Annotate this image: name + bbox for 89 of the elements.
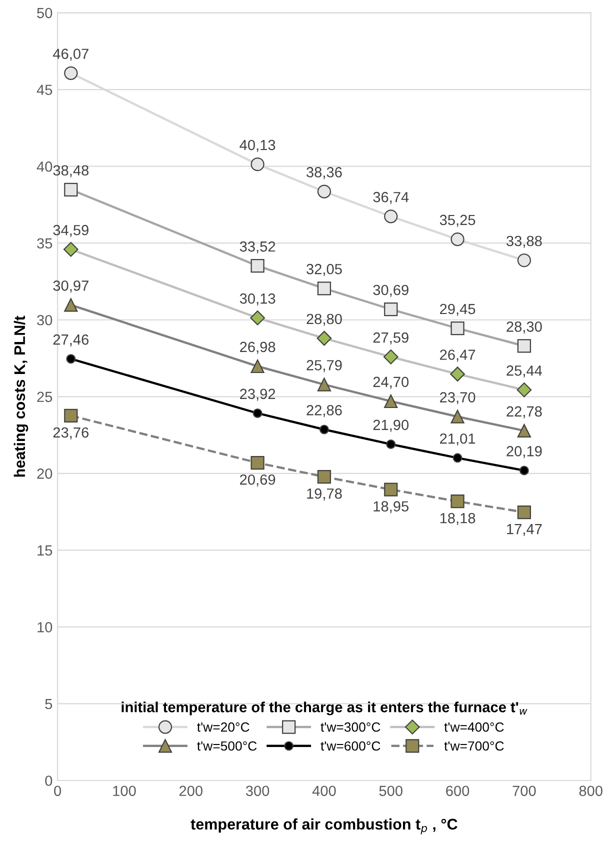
data-label: 27,46 (53, 334, 89, 346)
point (319, 424, 329, 434)
y-tick-label: 10 (38, 622, 52, 632)
data-label: 33,52 (240, 241, 276, 254)
point (384, 482, 398, 496)
data-label: 23,70 (440, 392, 476, 404)
point (250, 456, 264, 470)
legend-label: t'w=700°C (444, 741, 504, 751)
x-tick-label: 600 (446, 786, 470, 796)
data-label: 38,48 (53, 165, 89, 178)
point (517, 505, 531, 520)
data-label: 30,97 (53, 280, 88, 293)
data-label: 25,44 (506, 365, 542, 378)
point (450, 232, 464, 246)
data-label: 20,69 (240, 474, 276, 487)
y-tick-label: 0 (45, 776, 52, 786)
data-label: 38,36 (306, 167, 342, 180)
data-label: 24,70 (373, 376, 409, 389)
data-label: 18,18 (440, 513, 476, 526)
data-label: 28,80 (306, 314, 342, 326)
legend-label: t'w=500°C (197, 741, 257, 751)
data-label: 25,79 (306, 360, 342, 372)
data-label: 17,47 (507, 524, 542, 536)
data-label: 30,13 (240, 293, 276, 306)
point (517, 253, 531, 268)
point (250, 359, 264, 374)
y-tick-label: 40 (36, 161, 52, 172)
data-label: 28,30 (506, 322, 542, 334)
y-tick-label: 30 (37, 314, 52, 326)
y-tick-label: 5 (45, 698, 52, 710)
data-label: 30,69 (373, 284, 408, 297)
data-label: 21,90 (373, 420, 409, 432)
x-tick-label: 400 (312, 786, 336, 796)
x-tick-label: 0 (54, 786, 62, 796)
y-tick-label: 15 (38, 545, 52, 556)
data-label: 46,07 (52, 48, 88, 61)
data-label: 26,47 (440, 350, 476, 362)
data-label: 18,95 (374, 501, 409, 514)
legend-label: t'w=600°C (320, 741, 380, 751)
x-tick-label: 700 (512, 786, 536, 796)
data-label: 33,88 (506, 236, 542, 248)
point (384, 394, 398, 408)
y-tick-label: 45 (36, 84, 52, 95)
data-label: 27,59 (373, 332, 408, 344)
y-tick-label: 50 (37, 8, 52, 18)
legend-title: initial temperature of the charge as it enters the furnace t'$_{w}$ (122, 702, 528, 716)
x-tick-label: 200 (179, 786, 202, 796)
point (317, 378, 332, 392)
point (317, 470, 332, 484)
data-label: 19,78 (307, 488, 342, 500)
x-tick-label: 300 (246, 786, 270, 796)
point (64, 66, 78, 80)
x-tick-label: 100 (113, 786, 136, 796)
point (252, 408, 262, 418)
data-label: 32,05 (306, 264, 342, 276)
data-label: 23,92 (240, 388, 276, 401)
data-label: 22,78 (506, 406, 542, 418)
point (317, 184, 332, 198)
data-label: 29,45 (440, 304, 476, 316)
point (452, 453, 462, 463)
point (66, 354, 76, 364)
x-tick-label: 800 (579, 786, 602, 796)
point (450, 494, 464, 508)
data-label: 21,01 (440, 433, 476, 446)
data-label: 36,74 (373, 192, 409, 204)
point (519, 466, 529, 476)
data-label: 20,19 (506, 446, 542, 458)
data-label: 26,98 (240, 342, 276, 354)
y-axis-title: heating costs K, PLN/t (14, 316, 28, 477)
point (386, 440, 396, 449)
point (517, 424, 531, 438)
point (64, 298, 78, 312)
legend-label: t'w=20°C (197, 722, 250, 732)
x-axis-title: temperature of air combustion t$_{p}$ , °C (190, 818, 458, 834)
legend-label: t'w=400°C (444, 722, 504, 732)
point (450, 410, 464, 424)
data-label: 35,25 (440, 214, 476, 227)
point (384, 210, 398, 224)
x-tick-label: 500 (379, 786, 402, 796)
y-tick-label: 25 (37, 392, 52, 402)
data-label: 34,59 (53, 224, 88, 237)
data-label: 22,86 (306, 405, 342, 418)
point (64, 408, 78, 422)
point (250, 158, 264, 172)
data-label: 40,13 (240, 140, 276, 152)
y-tick-label: 35 (37, 238, 52, 249)
data-label: 23,76 (53, 427, 89, 440)
y-tick-label: 20 (37, 468, 52, 479)
legend-label: t'w=300°C (320, 722, 380, 732)
